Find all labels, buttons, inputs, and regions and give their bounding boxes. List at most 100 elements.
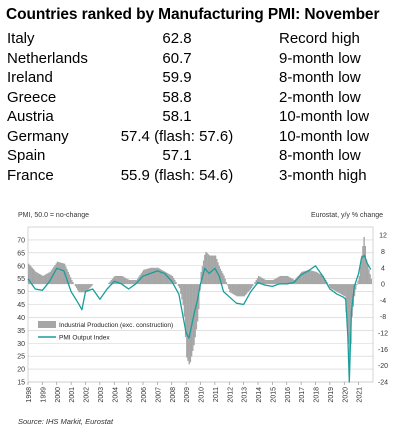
ip-bar bbox=[266, 280, 268, 285]
ip-bar bbox=[146, 268, 148, 285]
country-name: Ireland bbox=[7, 69, 53, 86]
pmi-note: 10-month low bbox=[279, 127, 370, 145]
ip-bar bbox=[74, 284, 77, 287]
ip-bar bbox=[298, 274, 301, 285]
ip-bar bbox=[296, 277, 298, 285]
left-tick-label: 15 bbox=[17, 380, 25, 387]
ip-bar bbox=[243, 284, 246, 297]
ip-bar bbox=[153, 267, 156, 285]
ip-bar bbox=[260, 277, 262, 285]
ip-bar bbox=[289, 277, 291, 285]
ip-bar bbox=[121, 275, 123, 285]
ranking-row: Netherlands 60.7 9-month low bbox=[0, 50, 402, 70]
ip-bar bbox=[47, 273, 49, 285]
ip-bar bbox=[56, 261, 59, 285]
ip-bar bbox=[223, 275, 225, 285]
ip-bar bbox=[48, 272, 50, 285]
ip-bar bbox=[343, 284, 345, 296]
left-tick-label: 45 bbox=[17, 302, 25, 309]
ip-bar bbox=[323, 277, 326, 285]
legend-ip-label: Industrial Production (exc. construction… bbox=[59, 322, 173, 329]
ip-bar bbox=[151, 267, 153, 285]
ip-bar bbox=[159, 269, 162, 285]
ip-bar bbox=[44, 274, 47, 285]
left-tick-label: 50 bbox=[17, 289, 25, 296]
ip-bar bbox=[53, 266, 55, 285]
ip-bar bbox=[268, 280, 271, 285]
ip-bar bbox=[331, 284, 333, 289]
x-tick-label: 2002 bbox=[84, 387, 91, 403]
ip-bar bbox=[355, 284, 357, 290]
ip-bar bbox=[35, 271, 37, 285]
ip-bar bbox=[196, 284, 199, 322]
ip-bar bbox=[365, 259, 368, 285]
ip-bar bbox=[297, 275, 299, 285]
ip-bar bbox=[314, 271, 316, 285]
ip-bar bbox=[141, 271, 144, 285]
ip-bar bbox=[248, 284, 250, 291]
ip-bar bbox=[219, 268, 222, 285]
ip-bar bbox=[87, 284, 90, 290]
ip-bar bbox=[66, 269, 68, 285]
x-tick-label: 2010 bbox=[199, 387, 206, 403]
ip-bar bbox=[358, 275, 361, 285]
ip-bar bbox=[211, 255, 213, 285]
ip-bar bbox=[274, 278, 277, 285]
ip-bar bbox=[49, 271, 51, 285]
pmi-value: 60.7 bbox=[162, 49, 192, 67]
right-tick-label: -16 bbox=[378, 347, 388, 354]
ip-bar bbox=[304, 270, 307, 285]
right-tick-label: -4 bbox=[380, 298, 386, 305]
ip-bar bbox=[275, 277, 278, 285]
ip-bar bbox=[241, 284, 243, 297]
pmi-note: 3-month high bbox=[279, 166, 367, 184]
ip-bar bbox=[37, 273, 39, 285]
ip-bar bbox=[291, 278, 293, 285]
country-name: Austria bbox=[7, 108, 54, 125]
x-tick-label: 2000 bbox=[55, 387, 62, 403]
ip-bar bbox=[143, 269, 145, 285]
ip-bar bbox=[126, 278, 128, 285]
x-tick-label: 2020 bbox=[342, 387, 349, 403]
ip-bar bbox=[163, 271, 165, 285]
ranking-row: Ireland 59.9 8-month low bbox=[0, 69, 402, 89]
ip-bar bbox=[362, 246, 364, 285]
ip-bar bbox=[188, 284, 190, 365]
chart-legend: Industrial Production (exc. construction… bbox=[38, 321, 173, 342]
ip-bar bbox=[36, 272, 38, 285]
ip-bar bbox=[349, 284, 351, 363]
pmi-value: 59.9 bbox=[162, 69, 192, 86]
ip-bar bbox=[133, 280, 135, 285]
ip-bar bbox=[286, 275, 289, 285]
ip-bar bbox=[284, 275, 286, 285]
ip-bar bbox=[90, 284, 92, 287]
pmi-output-line bbox=[27, 254, 372, 383]
ip-bar bbox=[164, 271, 166, 285]
ip-bar bbox=[54, 265, 56, 285]
country-name: France bbox=[7, 166, 54, 184]
ip-bar bbox=[261, 277, 263, 285]
ip-bar bbox=[256, 277, 259, 285]
ip-bar bbox=[357, 280, 359, 285]
ip-bar bbox=[316, 272, 319, 285]
x-tick-label: 2016 bbox=[285, 387, 292, 403]
ip-bar bbox=[178, 284, 181, 289]
left-tick-label: 40 bbox=[17, 315, 25, 322]
ip-bar bbox=[84, 284, 86, 293]
ip-bar bbox=[114, 275, 116, 285]
ip-bar bbox=[315, 271, 317, 285]
ip-bar bbox=[269, 280, 272, 285]
ip-bar bbox=[41, 275, 43, 285]
pmi-note: Record high bbox=[279, 30, 360, 47]
right-tick-label: 8 bbox=[381, 249, 385, 256]
ip-bar bbox=[320, 274, 322, 285]
ip-bar bbox=[249, 284, 252, 290]
ip-bar bbox=[113, 277, 115, 285]
ip-bar bbox=[287, 276, 290, 285]
ip-bar bbox=[68, 274, 71, 285]
ip-bar bbox=[319, 273, 321, 285]
right-tick-label: -8 bbox=[380, 314, 386, 321]
ip-bar bbox=[263, 279, 266, 285]
ip-bar bbox=[108, 282, 110, 285]
ip-bar bbox=[71, 280, 73, 285]
